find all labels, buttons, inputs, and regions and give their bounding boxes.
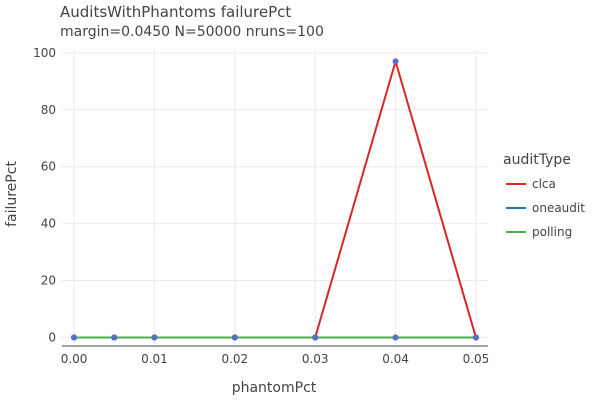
- x-axis-title: phantomPct: [232, 380, 317, 396]
- x-tick-label: 0.02: [221, 352, 248, 366]
- y-tick-label: 0: [48, 330, 56, 344]
- legend-label-polling: polling: [532, 225, 572, 239]
- series-line-clca: [74, 60, 477, 339]
- x-tick-label: 0.00: [61, 352, 88, 366]
- x-tick-label: 0.04: [382, 352, 409, 366]
- data-point-polling: [231, 334, 238, 341]
- x-tick-label: 0.01: [141, 352, 168, 366]
- x-tick-label: 0.03: [302, 352, 329, 366]
- data-point-polling: [151, 334, 158, 341]
- tick-labels: 0.00 0.01 0.02 0.03 0.04 0.05 0 20 40 60 80 100: [33, 46, 489, 366]
- data-point-clca: [392, 58, 399, 65]
- y-axis-title: failurePct: [4, 161, 20, 227]
- data-point-polling: [392, 334, 399, 341]
- y-tick-label: 80: [41, 103, 56, 117]
- y-tick-label: 40: [41, 217, 56, 231]
- legend-label-oneaudit: oneaudit: [532, 201, 585, 215]
- gridlines: [62, 50, 488, 346]
- y-tick-label: 100: [33, 46, 56, 60]
- chart-title: AuditsWithPhantoms failurePct: [60, 3, 291, 21]
- data-point-polling: [472, 334, 479, 341]
- legend: auditType clca oneaudit polling: [503, 152, 585, 239]
- x-tick-label: 0.05: [463, 352, 490, 366]
- legend-title: auditType: [503, 152, 571, 168]
- y-tick-label: 60: [41, 160, 56, 174]
- legend-label-clca: clca: [532, 177, 556, 191]
- y-tick-label: 20: [41, 274, 56, 288]
- data-point-polling: [312, 334, 319, 341]
- plot-area: [71, 58, 479, 341]
- data-point-polling: [111, 334, 118, 341]
- data-point-polling: [71, 334, 78, 341]
- chart-subtitle: margin=0.0450 N=50000 nruns=100: [60, 24, 324, 40]
